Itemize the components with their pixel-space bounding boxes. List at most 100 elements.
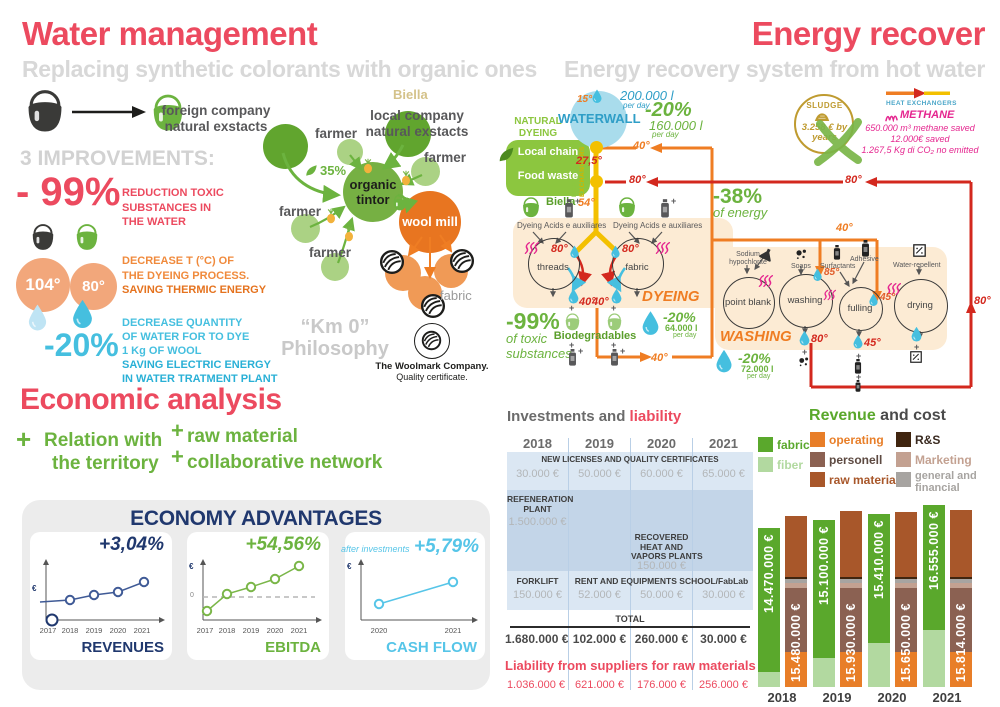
table-year: 2021 — [709, 436, 738, 451]
legend-swatch-operating — [810, 432, 825, 447]
drying-machine — [894, 279, 948, 333]
dyeing-input-label: Dyeing — [517, 221, 542, 230]
cost-value-2019: 15.930.000 € — [844, 603, 858, 682]
liability-value: 1.036.000 € — [506, 679, 566, 691]
bars-year: 2018 — [767, 690, 797, 705]
legend-general: general and financial — [915, 470, 977, 494]
improvements-heading: 3 IMPROVEMENTS: — [20, 147, 215, 170]
recovered-heat-value: 150.000 € — [637, 560, 686, 572]
heat-exchangers-legend-label: HEAT EXCHANGERS — [886, 100, 957, 107]
heat-marks-icon — [655, 241, 670, 255]
km0-philosophy-label: “Km 0” Philosophy — [281, 316, 389, 360]
temp-15-label: 15° — [577, 94, 593, 105]
temp-80-label: 80° — [974, 295, 991, 307]
natural-dyeing-label: NATURAL DYEING — [514, 116, 562, 139]
revenue-cost-title: Revenue and cost — [809, 407, 946, 424]
water-drop-icon — [569, 245, 580, 259]
acids-input-label: Acids e auxiliares — [544, 221, 607, 230]
imp2-text: DECREASE T (°C) OF THE DYEING PROCESS. S… — [122, 255, 267, 296]
axis-year: 2021 — [444, 626, 462, 635]
soaps-label: Soaps — [791, 263, 811, 270]
auxiliary-bottle-icon — [567, 349, 578, 366]
temp-45-label: 45° — [880, 292, 896, 303]
plus-icon: + — [16, 424, 32, 454]
economic-plus1-line1: Relation with — [44, 430, 163, 451]
plus-mark: + — [578, 346, 584, 356]
farmer-label: farmer — [315, 126, 358, 141]
water-in-volume: 200.000 l — [620, 88, 674, 103]
refeneration-plant-value: 1.500.000 € — [508, 516, 567, 528]
legend-fiber: fiber — [777, 458, 804, 472]
economic-title: Economic analysis — [20, 383, 282, 416]
water-drop-icon — [610, 245, 621, 259]
plus-mark: + — [620, 346, 626, 356]
investments-title: Investments and liability — [507, 408, 682, 425]
black-paint-bucket-small-icon — [30, 224, 56, 252]
row3-value: 52.000 € — [578, 589, 621, 601]
fabric-machine-label: fabric — [625, 262, 649, 273]
water-out-volume: 160.000 l — [649, 118, 703, 133]
toxic-text: of toxic substances — [506, 331, 572, 361]
liability-value: 621.000 € — [575, 679, 624, 691]
auxiliary-bottle-icon — [609, 349, 620, 366]
temp-40-label: 40° — [651, 352, 668, 364]
euro-axis-label: € — [189, 562, 194, 571]
heat-exchanger-node — [590, 175, 603, 188]
water-drop-icon — [812, 268, 823, 282]
plus-mark: + — [611, 303, 617, 313]
temp-80-label: 80° — [551, 243, 568, 255]
heat-exchanger-node — [590, 141, 603, 154]
point-blank-label: point blank — [725, 297, 771, 308]
energy-pct38-sub: of energy — [713, 205, 768, 220]
local-company-node — [385, 111, 431, 157]
temp-104-badge: 104° — [16, 258, 70, 312]
imp1-text: REDUCTION TOXIC SUBSTANCES IN THE WATER — [122, 187, 224, 228]
cost-bar-2021: 15.814.000 € — [950, 510, 972, 687]
revenue-value-2018: 14.470.000 € — [762, 534, 776, 613]
row3-value: 150.000 € — [513, 589, 562, 601]
bars-year: 2021 — [932, 690, 962, 705]
rent-equipments-label: RENT AND EQUIPMENTS SCHOOL/FabLab — [574, 576, 749, 586]
temp-54-label: 54° — [578, 197, 595, 209]
water-drop-icon — [798, 330, 811, 347]
temp-85-label: 85° — [824, 267, 840, 278]
legend-swatch-marketing — [896, 452, 911, 467]
bars-year: 2020 — [877, 690, 907, 705]
dyeing-water-pct: -20% — [663, 309, 696, 325]
toxic-pct: -99% — [506, 308, 560, 334]
washing-section-label: WASHING — [720, 328, 792, 345]
heat-marks-icon — [823, 289, 836, 301]
food-waste-label: Food waste — [517, 170, 579, 182]
methane-stats: 650.000 m³ methane saved 12.000€ saved 1… — [861, 123, 979, 155]
temp-80-label: 80° — [845, 174, 862, 186]
cost-value-2020: 15.650.000 € — [899, 603, 913, 682]
axis-year: 2019 — [85, 626, 103, 635]
table-separator — [692, 438, 693, 690]
farmer-node — [411, 157, 440, 186]
washing-water-perday: per day — [747, 373, 771, 380]
onion-icon — [362, 158, 374, 174]
revenue-value-2020: 15.410.000 € — [872, 520, 886, 599]
legend-marketing: Marketing — [915, 453, 972, 467]
farmer-node — [321, 253, 349, 281]
plus-mark: + — [856, 351, 862, 361]
biodegradables-label: Biodegradables — [553, 330, 637, 342]
local-company-label: local company natural exstacts — [365, 108, 469, 139]
fulling-label: fulling — [847, 303, 873, 314]
row1-value: 60.000 € — [640, 468, 683, 480]
plus-icon: + — [171, 444, 184, 469]
temp-80-badge: 80° — [70, 263, 117, 310]
onion-icon — [343, 226, 355, 242]
woolmark-yarn-icon — [421, 330, 442, 351]
heat-exchangers-vertical-label: HEAT EXCHANGERS — [571, 146, 587, 197]
total-value: 1.680.000 € — [505, 632, 569, 646]
legend-swatch-raw-materials — [810, 472, 825, 487]
table-year: 2020 — [647, 436, 676, 451]
axis-year: 2021 — [133, 626, 151, 635]
water-repellent-label: Water-repellent — [893, 262, 941, 269]
cashflow-label: CASH FLOW — [386, 639, 477, 656]
acids-bottle-icon — [659, 199, 671, 218]
euro-axis-label: € — [347, 562, 352, 571]
temp-40-label: 40° — [592, 296, 609, 308]
